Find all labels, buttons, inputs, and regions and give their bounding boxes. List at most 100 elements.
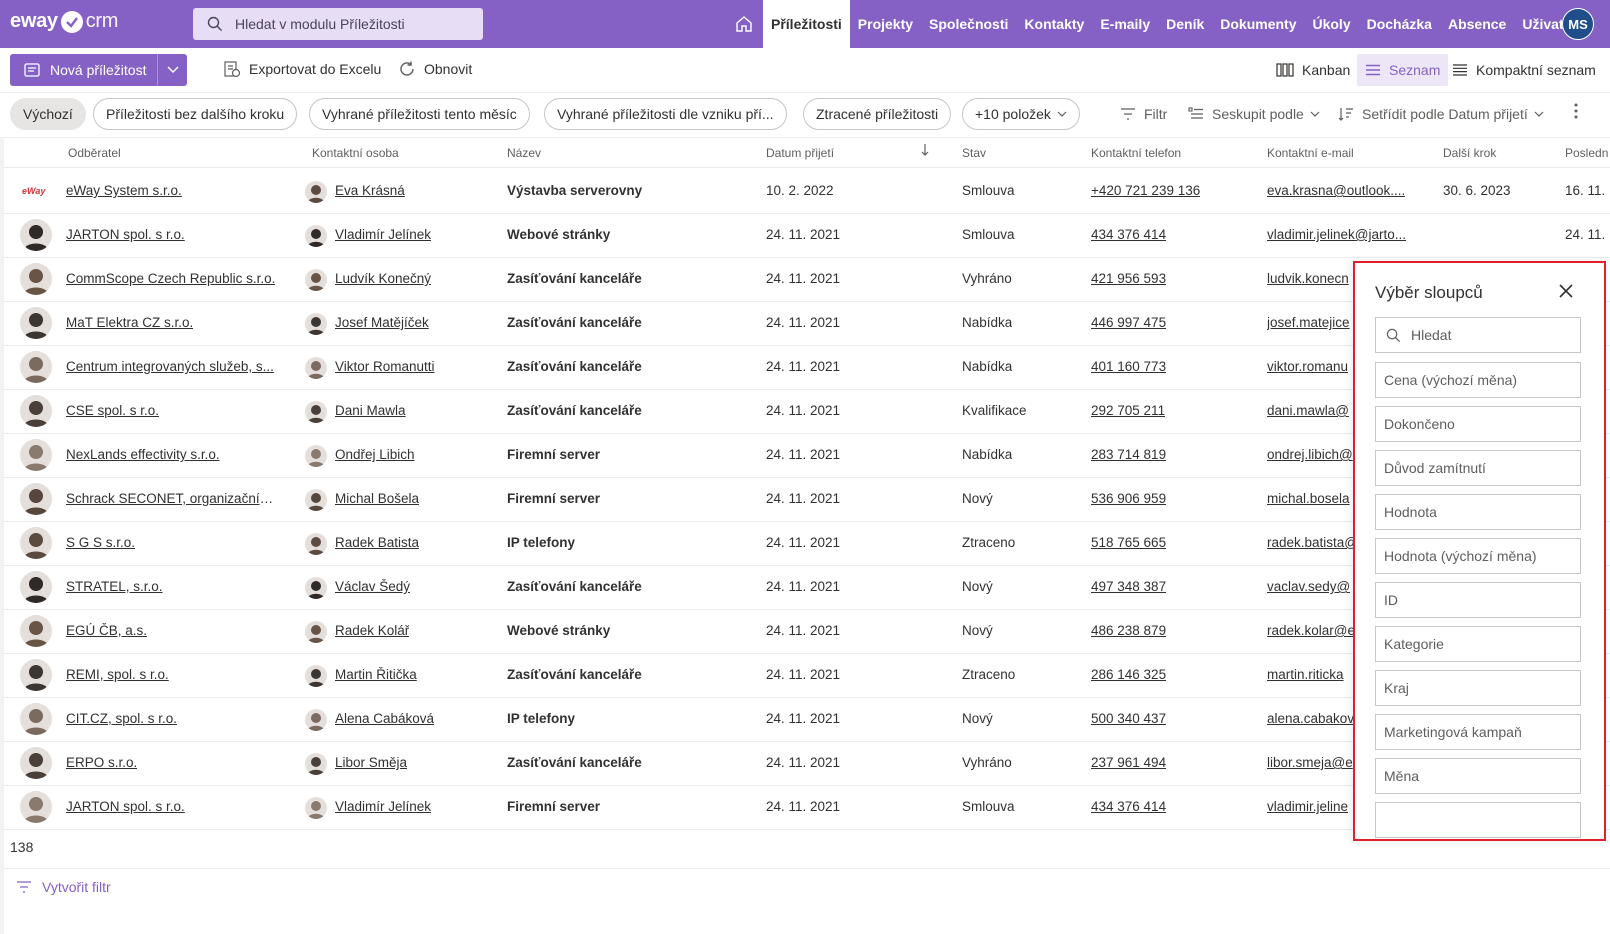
contact-link[interactable]: Dani Mawla [335,403,406,418]
customer-link[interactable]: CommScope Czech Republic s.r.o. [66,271,276,286]
phone-link[interactable]: 518 765 665 [1091,535,1167,550]
phone-link[interactable]: +420 721 239 136 [1091,183,1201,198]
home-button[interactable] [734,14,754,37]
filter-button[interactable]: Filtr [1120,106,1167,122]
email-link[interactable]: viktor.romanu [1267,359,1349,374]
customer-link[interactable]: EGÚ ČB, a.s. [66,623,148,638]
contact-link[interactable]: Eva Krásná [335,183,405,198]
table-row[interactable]: JARTON spol. s r.o. Vladimír Jelínek Webov… [4,213,1610,258]
contact-link[interactable]: Vladimír Jelínek [335,227,432,242]
nav-item-kontakty[interactable]: Kontakty [1024,16,1085,32]
opportunity-name[interactable]: Firemní server [507,491,601,506]
column-option[interactable]: Důvod zamítnutí [1375,450,1581,486]
customer-link[interactable]: JARTON spol. s r.o. [66,227,185,242]
phone-link[interactable]: 446 997 475 [1091,315,1167,330]
contact-link[interactable]: Michal Bošela [335,491,420,506]
email-link[interactable]: dani.mawla@ [1267,403,1349,418]
column-option[interactable]: Hodnota (výchozí měna) [1375,538,1581,574]
new-opportunity-button[interactable]: Nová příležitost [10,54,158,86]
opportunity-name[interactable]: Firemní server [507,799,601,814]
phone-link[interactable]: 536 906 959 [1091,491,1167,506]
module-search-input[interactable]: Hledat v modulu Příležitosti [193,8,483,40]
contact-link[interactable]: Václav Šedý [335,579,411,594]
nav-item-denik[interactable]: Deník [1166,16,1205,32]
contact-link[interactable]: Viktor Romanutti [335,359,435,374]
nav-item-projekty[interactable]: Projekty [857,16,914,32]
opportunity-name[interactable]: Zasíťování kanceláře [507,315,642,330]
customer-link[interactable]: NexLands effectivity s.r.o. [66,447,220,462]
email-link[interactable]: ludvik.konecn [1267,271,1349,286]
column-option[interactable]: Kraj [1375,670,1581,706]
customer-link[interactable]: JARTON spol. s r.o. [66,799,185,814]
opportunity-name[interactable]: Firemní server [507,447,601,462]
email-link[interactable]: martin.riticka [1267,667,1344,682]
create-filter-button[interactable]: Vytvořit filtr [4,868,1610,905]
table-row[interactable]: ERPO s.r.o. Libor Směja Zasíťování kancelá… [4,741,1610,786]
opportunity-name[interactable]: Zasíťování kanceláře [507,667,642,682]
phone-link[interactable]: 434 376 414 [1091,799,1167,814]
email-link[interactable]: alena.cabakov [1267,711,1355,726]
filter-chip-vychozi[interactable]: Výchozí [10,98,86,130]
customer-link[interactable]: MaT Elektra CZ s.r.o. [66,315,194,330]
customer-link[interactable]: ERPO s.r.o. [66,755,138,770]
table-row[interactable]: S G S s.r.o. Radek Batista IP telefony 24. … [4,521,1610,566]
customer-link[interactable]: eWay System s.r.o. [66,183,182,198]
email-link[interactable]: josef.matejice [1267,315,1350,330]
table-row[interactable]: CommScope Czech Republic s.r.o. Ludvík Ko… [4,257,1610,302]
contact-link[interactable]: Alena Cabáková [335,711,435,726]
column-option[interactable]: ID [1375,582,1581,618]
phone-link[interactable]: 497 348 387 [1091,579,1167,594]
table-row[interactable]: STRATEL, s.r.o. Václav Šedý Zasíťování kan… [4,565,1610,610]
opportunity-name[interactable]: Webové stránky [507,227,611,242]
phone-link[interactable]: 500 340 437 [1091,711,1167,726]
opportunity-name[interactable]: Zasíťování kanceláře [507,403,642,418]
column-option[interactable]: Měna [1375,758,1581,794]
contact-link[interactable]: Ondřej Libich [335,447,415,462]
contact-link[interactable]: Radek Batista [335,535,420,550]
phone-link[interactable]: 486 238 879 [1091,623,1167,638]
column-header-kontaktni-telefon[interactable]: Kontaktní telefon [1091,146,1182,160]
nav-item-dochazka[interactable]: Docházka [1366,16,1432,32]
column-header-stav[interactable]: Stav [962,146,987,160]
close-panel-button[interactable] [1558,283,1574,302]
more-options-button[interactable] [1574,103,1586,119]
column-header-datum-prijeti[interactable]: Datum přijetí [766,146,835,160]
nav-item-ukoly[interactable]: Úkoly [1312,16,1351,32]
customer-link[interactable]: CSE spol. s r.o. [66,403,160,418]
phone-link[interactable]: 401 160 773 [1091,359,1167,374]
phone-link[interactable]: 292 705 211 [1091,403,1166,418]
contact-link[interactable]: Martin Řitička [335,667,417,682]
phone-link[interactable]: 434 376 414 [1091,227,1167,242]
refresh-button[interactable]: Obnovit [398,60,472,78]
nav-item-emaily[interactable]: E-maily [1100,16,1151,32]
table-row[interactable]: JARTON spol. s r.o. Vladimír Jelínek Firem… [4,785,1610,830]
contact-link[interactable]: Libor Směja [335,755,408,770]
email-link[interactable]: vladimir.jeline [1267,799,1349,814]
email-link[interactable]: vaclav.sedy@ [1267,579,1351,594]
email-link[interactable]: radek.kolar@e [1267,623,1355,638]
email-link[interactable]: radek.batista@ [1267,535,1358,550]
email-link[interactable]: libor.smeja@e [1267,755,1353,770]
nav-item-spolecnosti[interactable]: Společnosti [929,16,1009,32]
opportunity-name[interactable]: Zasíťování kanceláře [507,271,642,286]
column-option[interactable]: Dokončeno [1375,406,1581,442]
customer-link[interactable]: STRATEL, s.r.o. [66,579,163,594]
user-avatar[interactable]: MS [1562,8,1594,40]
column-header-nazev[interactable]: Název [507,146,542,160]
nav-item-absence[interactable]: Absence [1447,16,1507,32]
column-option[interactable]: Marketingová kampaň [1375,714,1581,750]
nav-item-dokumenty[interactable]: Dokumenty [1220,16,1297,32]
table-row[interactable]: CSE spol. s r.o. Dani Mawla Zasíťování kan… [4,389,1610,434]
table-row[interactable]: REMI, spol. s r.o. Martin Řitička Zasíťová… [4,653,1610,698]
column-option[interactable]: Cena (výchozí měna) [1375,362,1581,398]
filter-chip-vyhrane-dle-vzniku[interactable]: Vyhrané příležitosti dle vzniku pří... [544,98,787,130]
view-list-button[interactable]: Seznam [1357,54,1449,86]
filter-chip-more[interactable]: +10 položek [962,98,1080,130]
filter-chip-bez-dalsiho-kroku[interactable]: Příležitosti bez dalšího kroku [93,98,298,130]
phone-link[interactable]: 237 961 494 [1091,755,1167,770]
email-link[interactable]: ondrej.libich@ [1267,447,1353,462]
contact-link[interactable]: Josef Matějíček [335,315,429,330]
opportunity-name[interactable]: Zasíťování kanceláře [507,755,642,770]
column-header-kontaktni-osoba[interactable]: Kontaktní osoba [312,146,399,160]
customer-link[interactable]: Centrum integrovaných služeb, s... [66,359,274,374]
